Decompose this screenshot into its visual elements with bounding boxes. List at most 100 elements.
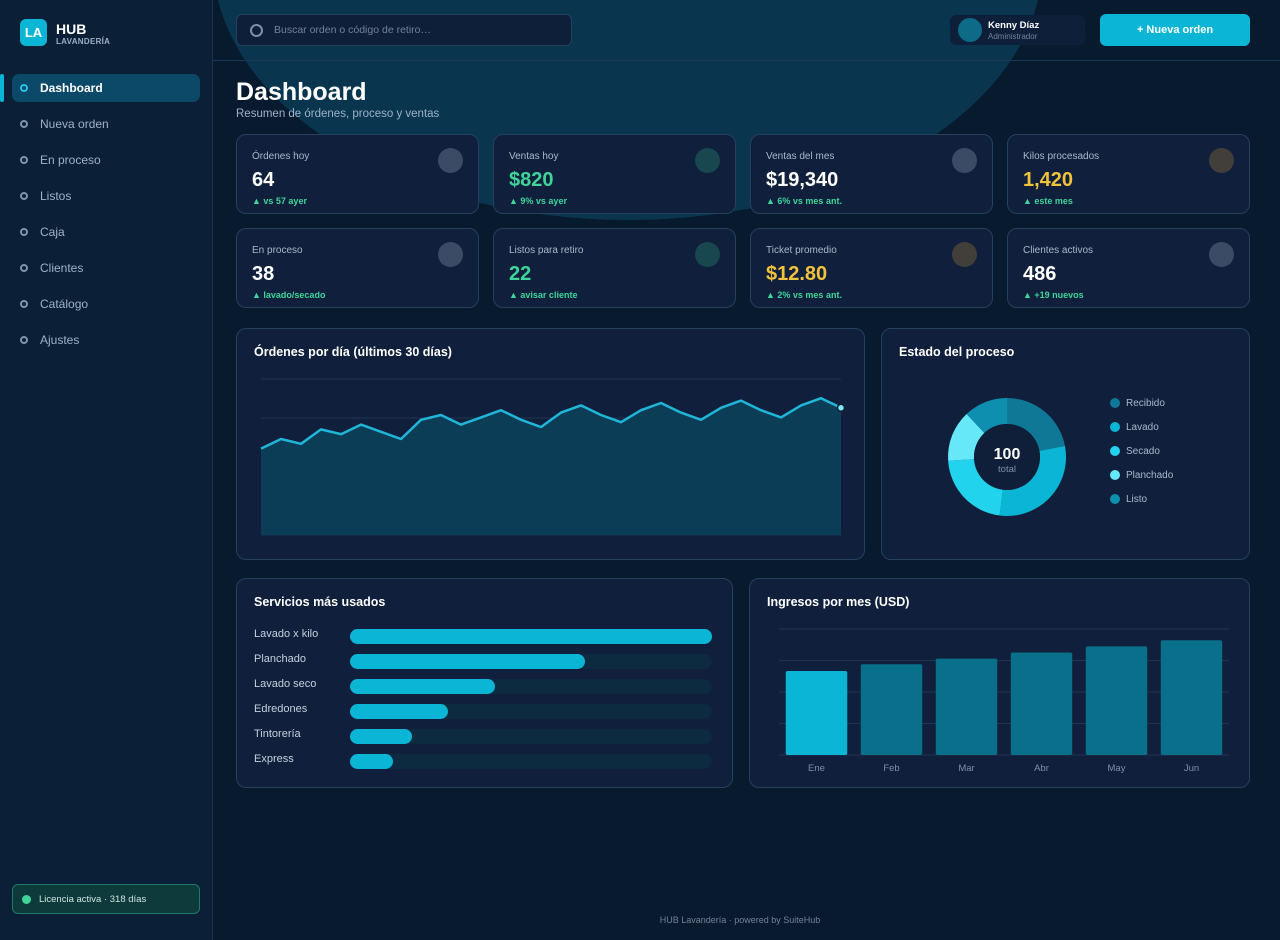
bar-track	[350, 754, 712, 769]
circle-icon	[20, 192, 28, 200]
bar	[350, 679, 495, 694]
bar	[860, 664, 923, 755]
user-name: Kenny Díaz	[988, 19, 1040, 31]
kpi-value: 22	[509, 263, 532, 285]
process-status-card: Estado del proceso 100 total Recibido Lava…	[881, 328, 1250, 560]
kpi-card[interactable]: Clientes activos 486 ▲ +19 nuevos	[1007, 228, 1250, 308]
search-input[interactable]	[274, 24, 564, 36]
kpi-card[interactable]: En proceso 38 ▲ lavado/secado	[236, 228, 479, 308]
sidebar-item-catálogo[interactable]: Catálogo	[12, 290, 200, 318]
kpi-trend: ▲ +19 nuevos	[1023, 290, 1084, 300]
revenue-bar-chart: Ene Feb Mar Abr May Jun	[779, 628, 1229, 774]
chart-title: Ingresos por mes (USD)	[767, 595, 910, 609]
revenue-card: Ingresos por mes (USD) Ene Feb Mar Abr May Ju…	[749, 578, 1250, 788]
legend-dot-icon	[1110, 446, 1120, 456]
sidebar-item-nueva-orden[interactable]: Nueva orden	[12, 110, 200, 138]
sidebar-item-ajustes[interactable]: Ajustes	[12, 326, 200, 354]
kpi-value: 64	[252, 169, 275, 191]
bar	[350, 654, 586, 669]
sidebar-item-label: Ajustes	[40, 333, 80, 347]
chart-legend: Recibido Lavado Secado Planchado Listo	[1110, 391, 1173, 511]
bar	[785, 671, 848, 755]
footer: HUB Lavandería · powered by SuiteHub	[659, 915, 821, 925]
kpi-card[interactable]: Ventas hoy $820 ▲ 9% vs ayer	[493, 134, 736, 214]
kpi-icon	[952, 242, 977, 267]
brand-name: HUB	[56, 21, 87, 37]
new-order-button[interactable]: + Nueva orden	[1100, 14, 1250, 46]
sidebar-item-caja[interactable]: Caja	[12, 218, 200, 246]
brand-subtitle: LAVANDERÍA	[56, 37, 111, 46]
service-row: Lavado x kilo	[254, 627, 714, 652]
tick-label: May	[1108, 763, 1126, 774]
sidebar-item-label: Dashboard	[40, 81, 103, 95]
orders-chart-card: Órdenes por día (últimos 30 días)	[236, 328, 865, 560]
kpi-label: Kilos procesados	[1023, 151, 1100, 162]
page-title: Dashboard	[236, 78, 367, 106]
legend-item: Listo	[1110, 487, 1173, 511]
donut-center-label: total	[998, 464, 1016, 475]
kpi-trend: ▲ vs 57 ayer	[252, 196, 307, 206]
bar	[1010, 652, 1073, 755]
kpi-value: $12.80	[766, 263, 828, 285]
bar-track	[350, 654, 712, 669]
circle-icon	[20, 120, 28, 128]
kpi-value: 38	[252, 263, 275, 285]
sidebar-item-clientes[interactable]: Clientes	[12, 254, 200, 282]
services-card: Servicios más usados Lavado x kilo Planch…	[236, 578, 733, 788]
sidebar-item-en-proceso[interactable]: En proceso	[12, 146, 200, 174]
user-menu[interactable]: Kenny Díaz Administrador	[950, 15, 1085, 45]
sidebar-item-label: Clientes	[40, 261, 84, 275]
kpi-icon	[952, 148, 977, 173]
tick-label: Jun	[1184, 763, 1199, 774]
user-role: Administrador	[988, 31, 1038, 41]
service-row: Express	[254, 752, 714, 777]
kpi-trend: ▲ 9% vs ayer	[509, 196, 567, 206]
legend-item: Secado	[1110, 439, 1173, 463]
tick-label: Feb	[883, 763, 899, 774]
pie-slice	[948, 459, 1003, 516]
kpi-label: Órdenes hoy	[252, 151, 310, 162]
kpi-icon	[695, 148, 720, 173]
status-dot-icon	[22, 894, 31, 904]
series-line	[260, 396, 842, 450]
bar-label: Lavado x kilo	[254, 628, 319, 640]
sidebar-item-listos[interactable]: Listos	[12, 182, 200, 210]
kpi-card[interactable]: Kilos procesados 1,420 ▲ este mes	[1007, 134, 1250, 214]
pie-slice	[999, 445, 1066, 516]
bar	[350, 729, 412, 744]
pie-slice	[966, 398, 1007, 433]
kpi-card[interactable]: Ticket promedio $12.80 ▲ 2% vs mes ant.	[750, 228, 993, 308]
donut-center-value: 100	[994, 446, 1021, 463]
search-box[interactable]	[236, 14, 572, 46]
kpi-trend: ▲ 6% vs mes ant.	[766, 196, 842, 206]
kpi-card[interactable]: Órdenes hoy 64 ▲ vs 57 ayer	[236, 134, 479, 214]
kpi-card[interactable]: Listos para retiro 22 ▲ avisar cliente	[493, 228, 736, 308]
kpi-card[interactable]: Ventas del mes $19,340 ▲ 6% vs mes ant.	[750, 134, 993, 214]
top-bar: Kenny Díaz Administrador + Nueva orden	[213, 0, 1280, 61]
kpi-label: Clientes activos	[1023, 245, 1094, 256]
kpi-value: 1,420	[1023, 169, 1074, 191]
circle-icon	[20, 300, 28, 308]
bar	[935, 658, 998, 755]
kpi-label: Ticket promedio	[766, 245, 837, 256]
service-row: Planchado	[254, 652, 714, 677]
bar	[350, 754, 394, 769]
donut-hole	[974, 424, 1040, 490]
kpi-icon	[695, 242, 720, 267]
avatar	[958, 18, 982, 42]
legend-item: Planchado	[1110, 463, 1173, 487]
bar-label: Edredones	[254, 703, 308, 715]
sidebar-item-dashboard[interactable]: Dashboard	[0, 74, 200, 102]
brand[interactable]: LA HUB LAVANDERÍA	[20, 18, 110, 46]
kpi-icon	[438, 148, 463, 173]
bar-label: Planchado	[254, 653, 306, 665]
service-row: Edredones	[254, 702, 714, 727]
brand-logo: LA	[20, 18, 47, 46]
kpi-label: Listos para retiro	[509, 245, 584, 256]
pie-slice	[1007, 398, 1065, 451]
kpi-value: $19,340	[766, 169, 839, 191]
data-point	[836, 403, 846, 413]
bar-label: Tintorería	[254, 728, 301, 740]
kpi-label: Ventas hoy	[509, 151, 559, 162]
